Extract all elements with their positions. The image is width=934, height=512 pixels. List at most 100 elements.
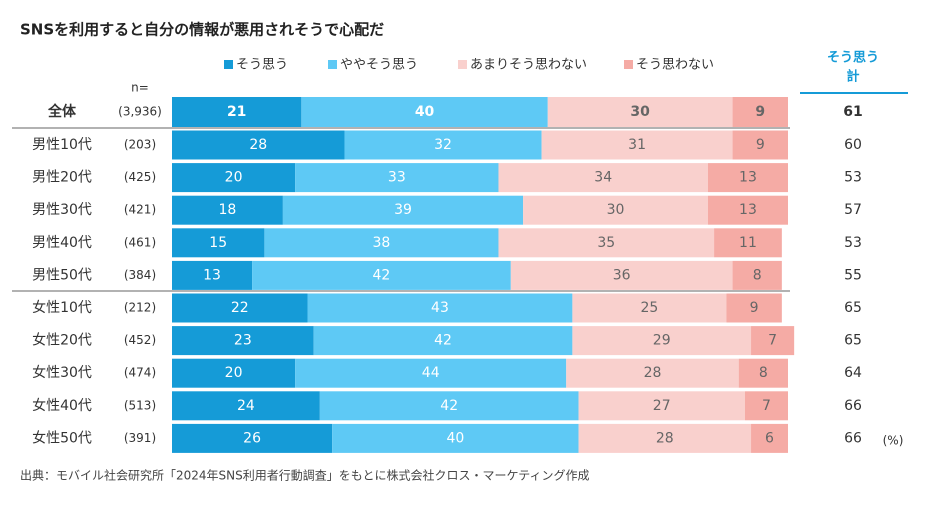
category-label: 男性30代 xyxy=(32,202,92,218)
n-label: (391) xyxy=(124,431,156,445)
bar-segment xyxy=(732,97,788,127)
data-label: 22 xyxy=(231,300,249,316)
legend-swatch xyxy=(328,60,337,69)
data-label: 39 xyxy=(394,202,412,218)
bar-segment xyxy=(541,130,733,160)
bar-segment xyxy=(498,163,708,193)
bar-segment xyxy=(510,260,733,290)
bar-segment xyxy=(172,228,265,258)
bar-segment xyxy=(566,358,739,388)
category-label: 全体 xyxy=(47,103,77,120)
legend-label: そう思う xyxy=(236,58,288,73)
data-label: 28 xyxy=(249,137,267,153)
category-label: 女性30代 xyxy=(32,364,92,381)
n-label: (212) xyxy=(124,301,156,315)
data-label: 18 xyxy=(219,202,237,218)
bar-segment xyxy=(744,391,788,421)
n-label: (474) xyxy=(124,366,156,380)
data-label: 21 xyxy=(227,104,246,120)
totals-header: そう思う xyxy=(827,51,879,66)
legend-label: ややそう思う xyxy=(340,58,418,73)
total-label: 66 xyxy=(844,430,862,446)
legend-label: そう思わない xyxy=(636,58,714,73)
bar-segment xyxy=(523,195,708,225)
data-label: 28 xyxy=(644,365,662,381)
data-label: 32 xyxy=(434,137,452,153)
bar-segment xyxy=(738,358,788,388)
category-label: 女性10代 xyxy=(32,299,92,316)
data-label: 26 xyxy=(243,430,261,446)
category-label: 女性20代 xyxy=(32,332,92,349)
legend-swatch xyxy=(458,60,467,69)
bar-segment xyxy=(295,358,567,388)
totals-header: 計 xyxy=(846,69,859,85)
data-label: 42 xyxy=(373,267,391,283)
data-label: 25 xyxy=(640,300,658,316)
data-label: 13 xyxy=(203,267,221,283)
bar-segment xyxy=(751,423,788,453)
bar-segment xyxy=(172,97,302,127)
bar-segment xyxy=(282,195,524,225)
bar-segment xyxy=(547,97,733,127)
data-label: 15 xyxy=(209,235,227,251)
bar-segment xyxy=(572,293,727,323)
total-label: 53 xyxy=(844,235,862,251)
data-label: 9 xyxy=(755,104,765,120)
data-label: 20 xyxy=(225,365,243,381)
data-label: 9 xyxy=(750,300,759,316)
data-label: 35 xyxy=(597,235,615,251)
bar-segment xyxy=(301,97,548,127)
bar-segment xyxy=(726,293,782,323)
data-label: 38 xyxy=(373,235,391,251)
bar-segment xyxy=(732,130,788,160)
bar-segment xyxy=(498,228,715,258)
category-label: 男性10代 xyxy=(32,137,92,153)
data-label: 30 xyxy=(607,202,625,218)
data-label: 27 xyxy=(653,398,671,414)
data-label: 29 xyxy=(653,333,671,349)
bar-segment xyxy=(344,130,542,160)
n-label: (461) xyxy=(124,235,156,249)
bar-segment xyxy=(332,423,579,453)
data-label: 13 xyxy=(739,170,757,186)
bar-segment xyxy=(732,260,782,290)
total-label: 57 xyxy=(844,202,862,218)
n-label: (421) xyxy=(124,203,156,217)
bar-segment xyxy=(252,260,511,290)
data-label: 23 xyxy=(234,333,252,349)
n-label: (452) xyxy=(124,333,156,347)
total-label: 53 xyxy=(844,170,862,186)
bar-segment xyxy=(295,163,499,193)
category-label: 女性40代 xyxy=(32,397,92,414)
bar-segment xyxy=(172,195,283,225)
source: 出典：モバイル社会研究所「2024年SNS利用者行動調査」をもとに株式会社クロス… xyxy=(20,468,590,483)
bar-segment xyxy=(172,326,314,356)
n-label: (203) xyxy=(124,138,156,152)
data-label: 30 xyxy=(630,104,650,120)
category-label: 男性40代 xyxy=(32,235,92,251)
total-label: 60 xyxy=(844,137,862,153)
n-label: (3,936) xyxy=(118,105,162,119)
data-label: 42 xyxy=(440,398,458,414)
data-label: 20 xyxy=(225,170,243,186)
legend-label: あまりそう思わない xyxy=(470,58,587,73)
data-label: 28 xyxy=(656,430,674,446)
data-label: 24 xyxy=(237,398,255,414)
data-label: 34 xyxy=(594,170,612,186)
data-label: 6 xyxy=(765,430,774,446)
unit-note: (%) xyxy=(883,434,904,448)
bar-segment xyxy=(172,130,345,160)
data-label: 9 xyxy=(756,137,765,153)
data-label: 44 xyxy=(422,365,440,381)
bar-segment xyxy=(172,391,320,421)
data-label: 42 xyxy=(434,333,452,349)
total-label: 55 xyxy=(844,267,862,283)
total-label: 66 xyxy=(844,398,862,414)
category-label: 女性50代 xyxy=(32,429,92,446)
bar-segment xyxy=(751,326,795,356)
total-label: 65 xyxy=(844,300,862,316)
data-label: 13 xyxy=(739,202,757,218)
data-label: 36 xyxy=(613,267,631,283)
